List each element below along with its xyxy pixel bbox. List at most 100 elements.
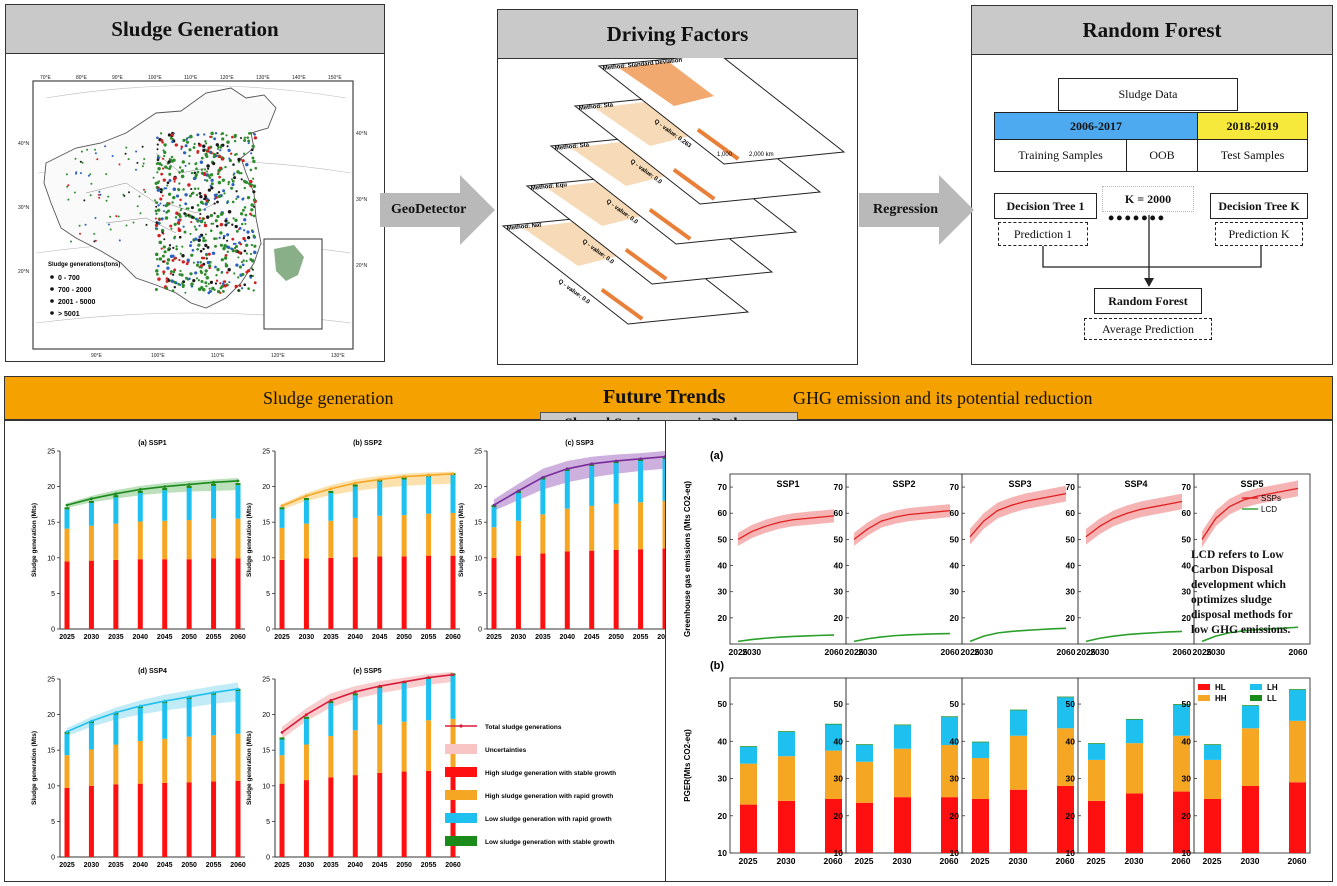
map-dot bbox=[231, 179, 235, 183]
pger-bar-segment bbox=[941, 745, 958, 798]
map-dot bbox=[187, 207, 190, 210]
map-lon-label: 90°E bbox=[91, 353, 103, 359]
map-dot bbox=[205, 276, 210, 280]
sludge-x-tick: 2055 bbox=[206, 862, 222, 869]
ghg-y-tick: 70 bbox=[718, 482, 728, 492]
sludge-total-point bbox=[427, 473, 430, 477]
map-dot bbox=[251, 274, 254, 278]
map-dot bbox=[178, 204, 182, 207]
map-dot bbox=[213, 212, 216, 215]
ghg-y-tick: 30 bbox=[718, 587, 728, 597]
ghg-lcd-line bbox=[1201, 626, 1299, 643]
map-dot bbox=[157, 264, 160, 268]
pger-panel-label: (b) bbox=[710, 660, 724, 672]
sludge-x-tick: 2060 bbox=[230, 634, 246, 641]
sludge-y-tick: 5 bbox=[51, 819, 55, 826]
map-dot bbox=[188, 154, 191, 158]
map-dot bbox=[252, 234, 256, 238]
sludge-x-tick: 2060 bbox=[445, 634, 461, 641]
oob-box: OOB bbox=[1126, 139, 1198, 172]
map-dot bbox=[197, 243, 201, 247]
map-dot bbox=[204, 243, 208, 248]
pger-y-tick: 30 bbox=[1066, 774, 1076, 784]
ghg-subplot-title: SSP1 bbox=[776, 479, 799, 489]
pger-bar-segment bbox=[894, 724, 911, 726]
map-dot bbox=[207, 174, 211, 177]
map-dot bbox=[203, 272, 207, 276]
map-dot bbox=[219, 149, 222, 152]
map-dot bbox=[185, 262, 189, 266]
map-dot bbox=[155, 269, 159, 273]
sludge-x-tick: 2055 bbox=[421, 862, 437, 869]
map-dot bbox=[216, 172, 220, 176]
map-dot bbox=[231, 200, 235, 204]
map-dot bbox=[206, 260, 210, 265]
map-dot bbox=[171, 289, 175, 293]
sludge-legend-item: High sludge generation with stable growt… bbox=[485, 770, 616, 777]
sludge-bar-segment bbox=[88, 749, 94, 786]
pger-bar-segment bbox=[1010, 735, 1027, 790]
sludge-legend: Total sludge generations Uncertainties Hig… bbox=[445, 724, 616, 846]
sludge-y-tick: 10 bbox=[474, 555, 482, 562]
map-dot bbox=[238, 227, 242, 230]
random-forest-title: Random Forest bbox=[972, 6, 1332, 55]
sludge-bar-segment bbox=[211, 483, 217, 486]
map-dot bbox=[226, 250, 230, 254]
map-dot bbox=[210, 186, 214, 190]
sludge-x-tick: 2025 bbox=[59, 634, 75, 641]
map-dot bbox=[249, 179, 253, 184]
sludge-bar-segment bbox=[137, 559, 143, 629]
period-train-box: 2006-2017 bbox=[994, 112, 1198, 140]
map-dot bbox=[160, 247, 163, 250]
map-dot bbox=[209, 150, 213, 154]
pger-bar-segment bbox=[1088, 800, 1105, 853]
map-dot bbox=[161, 167, 165, 170]
map-dot bbox=[247, 142, 250, 145]
ghg-lcd-line bbox=[737, 634, 835, 643]
map-dot bbox=[193, 225, 196, 228]
sludge-x-tick: 2030 bbox=[299, 862, 315, 869]
map-dot bbox=[171, 273, 175, 276]
pger-bar-segment bbox=[1057, 697, 1074, 729]
sludge-y-tick: 0 bbox=[266, 855, 270, 862]
map-dot bbox=[212, 222, 215, 225]
sludge-total-point bbox=[427, 676, 430, 679]
period-test-box: 2018-2019 bbox=[1197, 112, 1308, 140]
map-dot bbox=[233, 139, 237, 143]
map-dot bbox=[160, 228, 165, 233]
map-lon-label: 150°E bbox=[328, 75, 342, 81]
map-dot bbox=[244, 213, 248, 217]
sludge-total-line bbox=[281, 472, 454, 507]
map-dot bbox=[136, 205, 139, 208]
ghg-y-tick: 40 bbox=[1182, 561, 1192, 571]
sludge-x-tick: 2050 bbox=[608, 634, 624, 641]
sludge-bar-segment bbox=[279, 509, 285, 528]
map-dot bbox=[169, 165, 172, 169]
map-dot bbox=[213, 237, 216, 241]
sludge-x-tick: 2045 bbox=[372, 634, 388, 641]
map-dot bbox=[184, 144, 188, 148]
sludge-y-tick: 5 bbox=[478, 591, 482, 598]
map-dot bbox=[226, 145, 229, 148]
sludge-bar-segment bbox=[279, 527, 285, 560]
sludge-bar-segment bbox=[515, 555, 521, 629]
map-dot bbox=[203, 208, 206, 211]
china-map: 70°E 80°E 90°E 100°E 110°E 120°E 130°E 140°E 150… bbox=[18, 75, 368, 359]
map-dot bbox=[177, 282, 180, 286]
ghg-x-tick: 2025 bbox=[845, 647, 864, 657]
map-dot bbox=[196, 261, 200, 264]
map-dot bbox=[207, 146, 211, 150]
map-dot bbox=[205, 257, 208, 260]
sludge-y-tick: 0 bbox=[51, 627, 55, 634]
map-dot bbox=[179, 209, 182, 212]
map-dot bbox=[174, 143, 178, 147]
map-dot bbox=[252, 159, 256, 164]
sludge-y-tick: 15 bbox=[47, 520, 55, 527]
map-dot bbox=[174, 216, 178, 219]
factor-map bbox=[571, 142, 666, 186]
random-forest-box: Random Forest bbox=[1094, 288, 1202, 314]
map-dot bbox=[212, 155, 216, 159]
